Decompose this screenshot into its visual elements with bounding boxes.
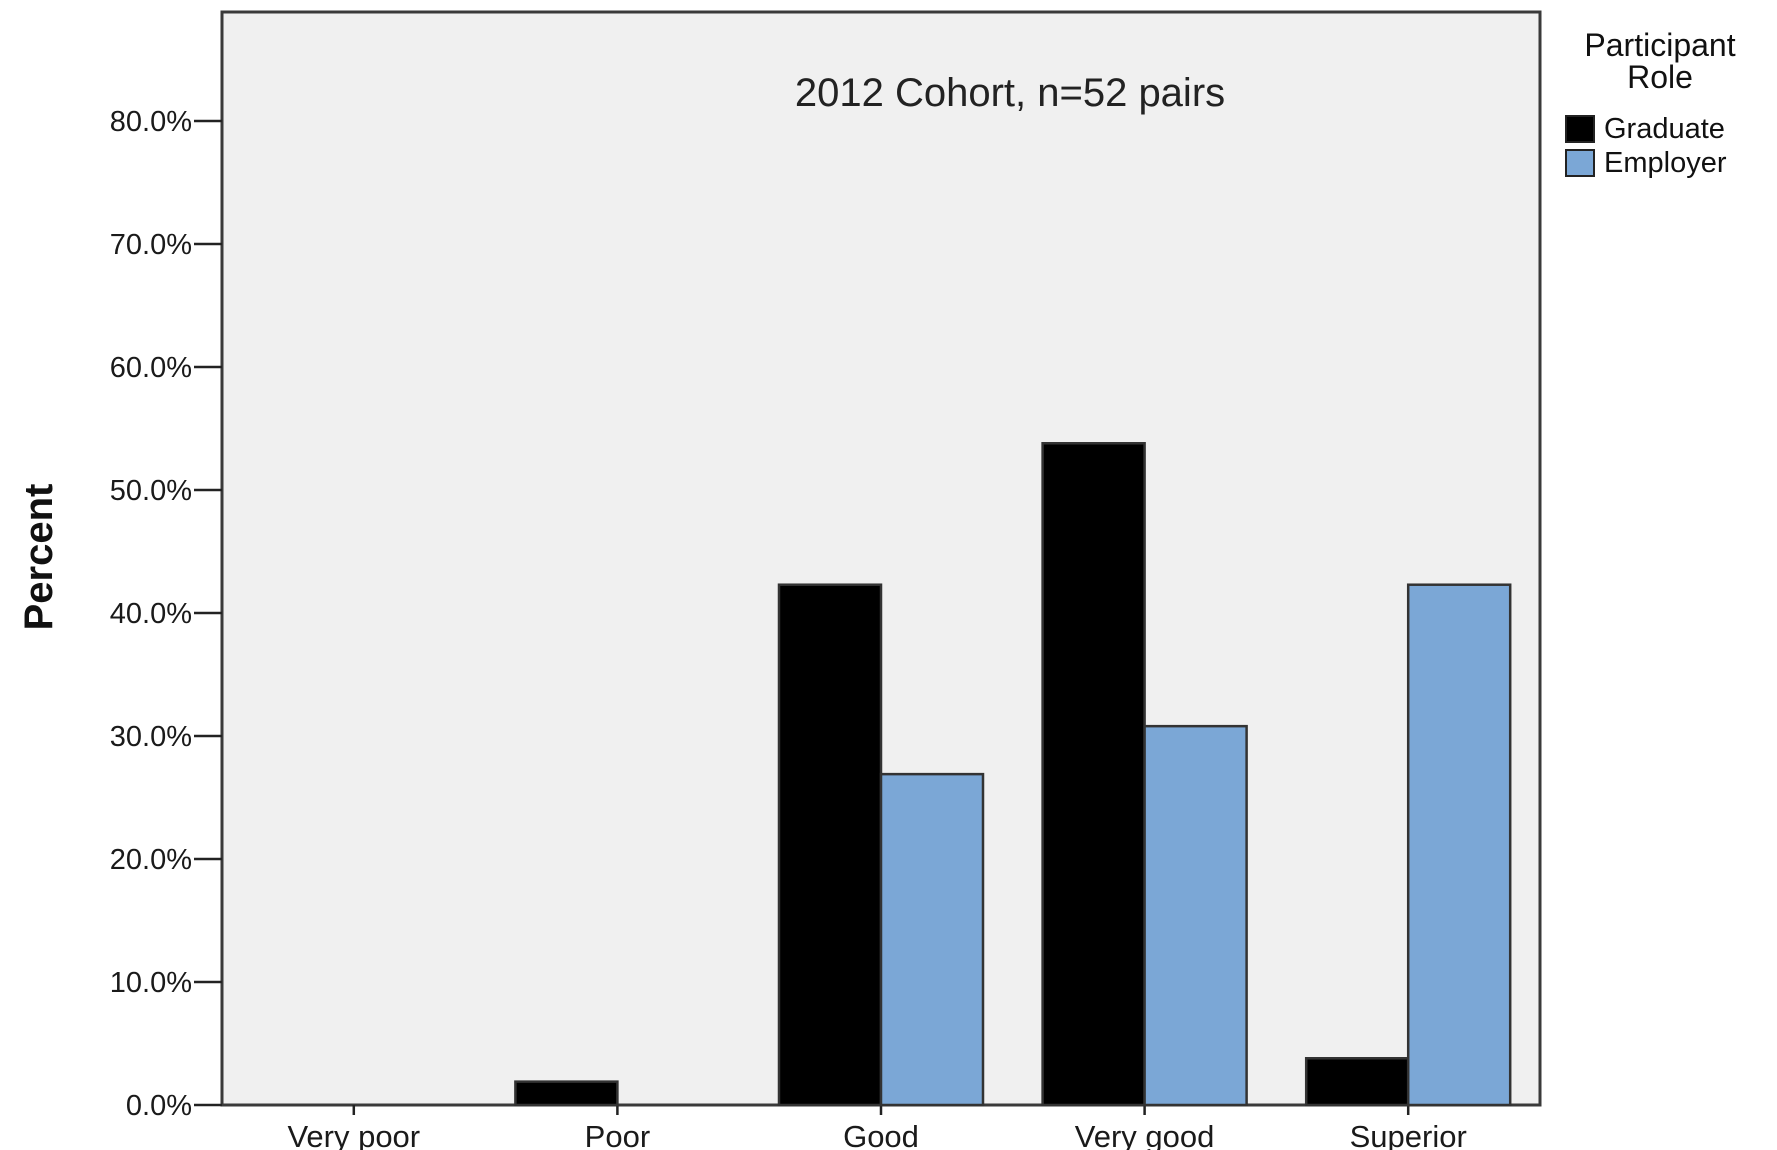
y-axis: 0.0% 10.0% 20.0% 30.0% 40.0% 50.0% 60.0% 70.0% 8… [110, 106, 222, 1122]
legend-title: Participant [1584, 27, 1735, 63]
y-tick-label: 60.0% [110, 352, 192, 384]
y-tick-label: 70.0% [110, 229, 192, 261]
x-tick-label: Very poor [287, 1119, 420, 1150]
y-tick-label: 80.0% [110, 106, 192, 138]
x-axis: Very poor Poor Good Very good Superior [287, 1105, 1467, 1150]
y-tick-label: 10.0% [110, 967, 192, 999]
bar-employer-good [879, 772, 985, 1107]
y-tick-label: 20.0% [110, 844, 192, 876]
bars [514, 442, 1512, 1107]
legend-swatch-graduate [1565, 115, 1595, 143]
x-tick-label: Good [843, 1119, 919, 1150]
bar-graduate-superior [1304, 1057, 1410, 1107]
bar-employer-superior [1406, 583, 1512, 1107]
y-tick-label: 0.0% [126, 1090, 192, 1122]
legend-title: Role [1627, 59, 1693, 95]
x-tick-label: Poor [585, 1119, 650, 1150]
y-axis-title: Percent [17, 484, 61, 631]
x-tick-label: Very good [1075, 1119, 1215, 1150]
legend-label-graduate: Graduate [1604, 113, 1725, 145]
x-tick-label: Superior [1350, 1119, 1467, 1150]
bar-graduate-poor [514, 1080, 619, 1107]
legend-label-employer: Employer [1604, 147, 1727, 179]
bar-employer-very-good [1143, 724, 1248, 1107]
chart-annotation: 2012 Cohort, n=52 pairs [795, 71, 1225, 115]
bar-graduate-very-good [1041, 442, 1146, 1107]
bar-graduate-good [777, 583, 883, 1107]
legend-swatch-employer [1565, 149, 1595, 177]
y-tick-label: 30.0% [110, 721, 192, 753]
y-tick-label: 40.0% [110, 598, 192, 630]
y-tick-label: 50.0% [110, 475, 192, 507]
